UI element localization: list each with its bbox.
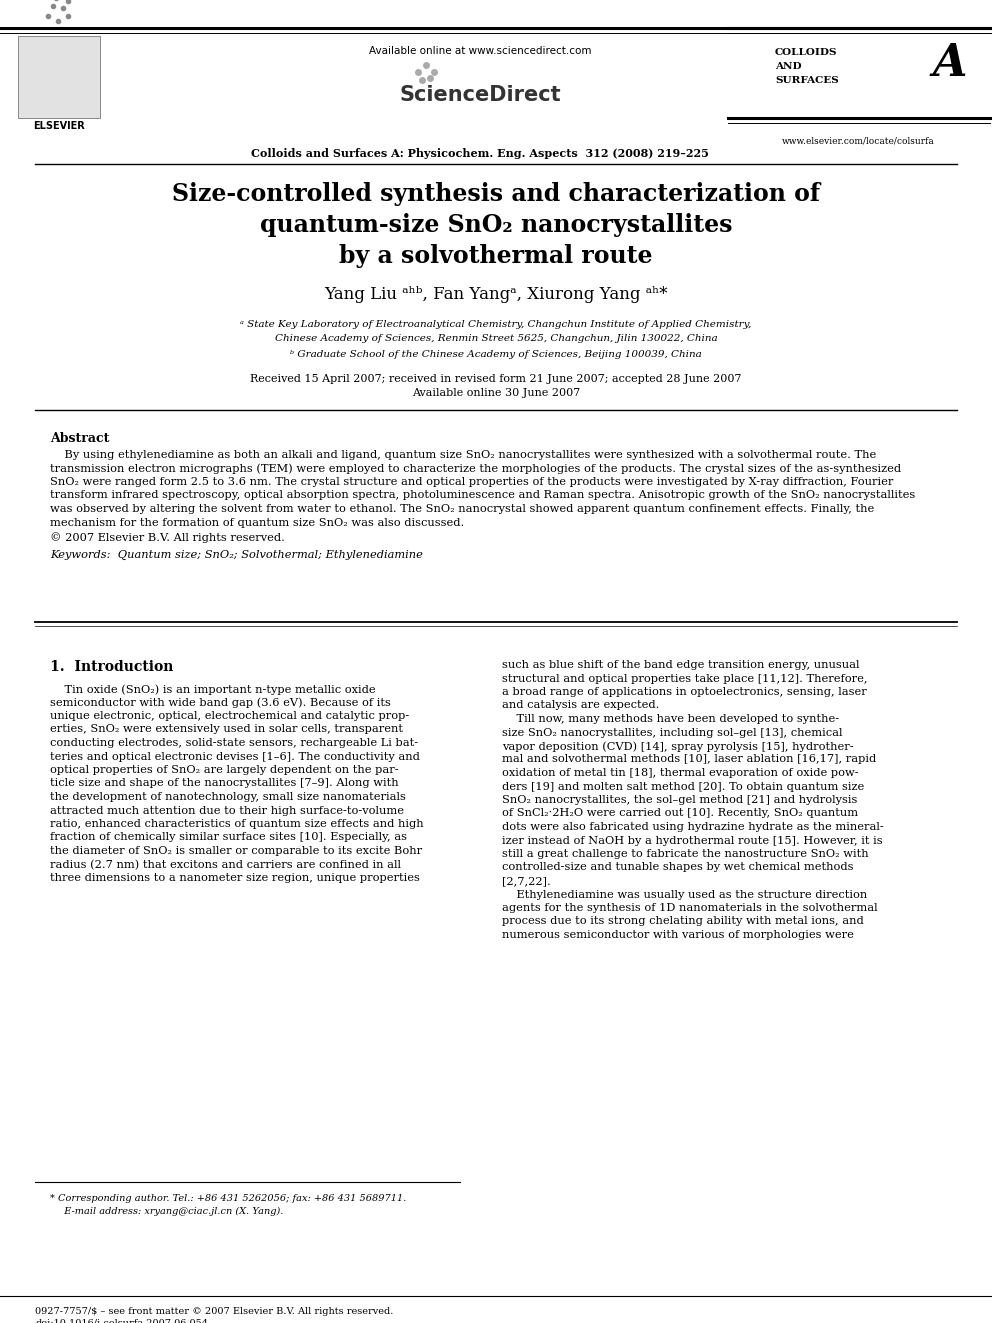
Text: numerous semiconductor with various of morphologies were: numerous semiconductor with various of m… (502, 930, 854, 941)
Text: mechanism for the formation of quantum size SnO₂ was also discussed.: mechanism for the formation of quantum s… (50, 517, 464, 528)
Text: ratio, enhanced characteristics of quantum size effects and high: ratio, enhanced characteristics of quant… (50, 819, 424, 830)
Text: a broad range of applications in optoelectronics, sensing, laser: a broad range of applications in optoele… (502, 687, 867, 697)
Text: vapor deposition (CVD) [14], spray pyrolysis [15], hydrother-: vapor deposition (CVD) [14], spray pyrol… (502, 741, 854, 751)
Text: structural and optical properties take place [11,12]. Therefore,: structural and optical properties take p… (502, 673, 867, 684)
Text: the diameter of SnO₂ is smaller or comparable to its excite Bohr: the diameter of SnO₂ is smaller or compa… (50, 845, 423, 856)
Text: Chinese Academy of Sciences, Renmin Street 5625, Changchun, Jilin 130022, China: Chinese Academy of Sciences, Renmin Stre… (275, 333, 717, 343)
Text: Yang Liu ᵃʰᵇ, Fan Yangᵃ, Xiurong Yang ᵃʰ*: Yang Liu ᵃʰᵇ, Fan Yangᵃ, Xiurong Yang ᵃʰ… (324, 286, 668, 303)
Text: izer instead of NaOH by a hydrothermal route [15]. However, it is: izer instead of NaOH by a hydrothermal r… (502, 836, 883, 845)
Text: conducting electrodes, solid-state sensors, rechargeable Li bat-: conducting electrodes, solid-state senso… (50, 738, 418, 747)
Text: Till now, many methods have been developed to synthe-: Till now, many methods have been develop… (502, 714, 839, 724)
Text: fraction of chemically similar surface sites [10]. Especially, as: fraction of chemically similar surface s… (50, 832, 407, 843)
Text: semiconductor with wide band gap (3.6 eV). Because of its: semiconductor with wide band gap (3.6 eV… (50, 697, 391, 708)
Text: transform infrared spectroscopy, optical absorption spectra, photoluminescence a: transform infrared spectroscopy, optical… (50, 491, 916, 500)
Text: ELSEVIER: ELSEVIER (33, 120, 85, 131)
Text: such as blue shift of the band edge transition energy, unusual: such as blue shift of the band edge tran… (502, 660, 859, 669)
Text: Colloids and Surfaces A: Physicochem. Eng. Aspects  312 (2008) 219–225: Colloids and Surfaces A: Physicochem. En… (251, 148, 709, 159)
Text: controlled-size and tunable shapes by wet chemical methods: controlled-size and tunable shapes by we… (502, 863, 853, 872)
Text: Abstract: Abstract (50, 433, 109, 445)
Text: teries and optical electronic devises [1–6]. The conductivity and: teries and optical electronic devises [1… (50, 751, 420, 762)
Text: ticle size and shape of the nanocrystallites [7–9]. Along with: ticle size and shape of the nanocrystall… (50, 778, 399, 789)
Text: By using ethylenediamine as both an alkali and ligand, quantum size SnO₂ nanocry: By using ethylenediamine as both an alka… (50, 450, 876, 460)
Text: still a great challenge to fabricate the nanostructure SnO₂ with: still a great challenge to fabricate the… (502, 849, 869, 859)
Text: Ethylenediamine was usually used as the structure direction: Ethylenediamine was usually used as the … (502, 889, 867, 900)
Text: 1.  Introduction: 1. Introduction (50, 660, 174, 673)
Text: ᵃ State Key Laboratory of Electroanalytical Chemistry, Changchun Institute of Ap: ᵃ State Key Laboratory of Electroanalyti… (240, 320, 752, 329)
Text: by a solvothermal route: by a solvothermal route (339, 243, 653, 269)
Text: [2,7,22].: [2,7,22]. (502, 876, 551, 886)
Text: was observed by altering the solvent from water to ethanol. The SnO₂ nanocrystal: was observed by altering the solvent fro… (50, 504, 874, 515)
Text: ders [19] and molten salt method [20]. To obtain quantum size: ders [19] and molten salt method [20]. T… (502, 782, 864, 791)
Text: Keywords:  Quantum size; SnO₂; Solvothermal; Ethylenediamine: Keywords: Quantum size; SnO₂; Solvotherm… (50, 550, 423, 560)
Text: size SnO₂ nanocrystallites, including sol–gel [13], chemical: size SnO₂ nanocrystallites, including so… (502, 728, 842, 737)
Text: the development of nanotechnology, small size nanomaterials: the development of nanotechnology, small… (50, 792, 406, 802)
Text: attracted much attention due to their high surface-to-volume: attracted much attention due to their hi… (50, 806, 404, 815)
Text: process due to its strong chelating ability with metal ions, and: process due to its strong chelating abil… (502, 917, 864, 926)
Text: Available online at www.sciencedirect.com: Available online at www.sciencedirect.co… (369, 46, 591, 56)
Text: Received 15 April 2007; received in revised form 21 June 2007; accepted 28 June : Received 15 April 2007; received in revi… (250, 374, 742, 384)
Text: doi:10.1016/j.colsurfa.2007.06.054: doi:10.1016/j.colsurfa.2007.06.054 (35, 1319, 208, 1323)
Text: SURFACES: SURFACES (775, 75, 839, 85)
Text: Size-controlled synthesis and characterization of: Size-controlled synthesis and characteri… (172, 183, 820, 206)
Text: optical properties of SnO₂ are largely dependent on the par-: optical properties of SnO₂ are largely d… (50, 765, 399, 775)
Text: oxidation of metal tin [18], thermal evaporation of oxide pow-: oxidation of metal tin [18], thermal eva… (502, 767, 859, 778)
Text: Tin oxide (SnO₂) is an important n-type metallic oxide: Tin oxide (SnO₂) is an important n-type … (50, 684, 376, 695)
Text: three dimensions to a nanometer size region, unique properties: three dimensions to a nanometer size reg… (50, 873, 420, 882)
Text: ScienceDirect: ScienceDirect (399, 85, 560, 105)
Text: www.elsevier.com/locate/colsurfa: www.elsevier.com/locate/colsurfa (782, 138, 934, 146)
Text: © 2007 Elsevier B.V. All rights reserved.: © 2007 Elsevier B.V. All rights reserved… (50, 532, 285, 542)
Text: E-mail address: xryang@ciac.jl.cn (X. Yang).: E-mail address: xryang@ciac.jl.cn (X. Ya… (58, 1207, 284, 1216)
Text: SnO₂ nanocrystallites, the sol–gel method [21] and hydrolysis: SnO₂ nanocrystallites, the sol–gel metho… (502, 795, 857, 804)
Text: ᵇ Graduate School of the Chinese Academy of Sciences, Beijing 100039, China: ᵇ Graduate School of the Chinese Academy… (290, 351, 702, 359)
Text: dots were also fabricated using hydrazine hydrate as the mineral-: dots were also fabricated using hydrazin… (502, 822, 884, 832)
Text: AND: AND (775, 62, 802, 71)
Text: COLLOIDS: COLLOIDS (775, 48, 837, 57)
Text: of SnCl₂·2H₂O were carried out [10]. Recently, SnO₂ quantum: of SnCl₂·2H₂O were carried out [10]. Rec… (502, 808, 858, 819)
Text: radius (2.7 nm) that excitons and carriers are confined in all: radius (2.7 nm) that excitons and carrie… (50, 860, 401, 869)
Text: and catalysis are expected.: and catalysis are expected. (502, 700, 660, 710)
Text: agents for the synthesis of 1D nanomaterials in the solvothermal: agents for the synthesis of 1D nanomater… (502, 904, 878, 913)
Text: quantum-size SnO₂ nanocrystallites: quantum-size SnO₂ nanocrystallites (260, 213, 732, 237)
Text: A: A (932, 42, 967, 85)
Text: erties, SnO₂ were extensively used in solar cells, transparent: erties, SnO₂ were extensively used in so… (50, 725, 403, 734)
Text: Available online 30 June 2007: Available online 30 June 2007 (412, 388, 580, 398)
Text: unique electronic, optical, electrochemical and catalytic prop-: unique electronic, optical, electrochemi… (50, 710, 410, 721)
Text: transmission electron micrographs (TEM) were employed to characterize the morpho: transmission electron micrographs (TEM) … (50, 463, 901, 474)
Text: SnO₂ were ranged form 2.5 to 3.6 nm. The crystal structure and optical propertie: SnO₂ were ranged form 2.5 to 3.6 nm. The… (50, 478, 894, 487)
Bar (18, 36, 100, 118)
Text: * Corresponding author. Tel.: +86 431 5262056; fax: +86 431 5689711.: * Corresponding author. Tel.: +86 431 52… (50, 1193, 407, 1203)
Text: mal and solvothermal methods [10], laser ablation [16,17], rapid: mal and solvothermal methods [10], laser… (502, 754, 876, 765)
Text: 0927-7757/$ – see front matter © 2007 Elsevier B.V. All rights reserved.: 0927-7757/$ – see front matter © 2007 El… (35, 1307, 394, 1316)
